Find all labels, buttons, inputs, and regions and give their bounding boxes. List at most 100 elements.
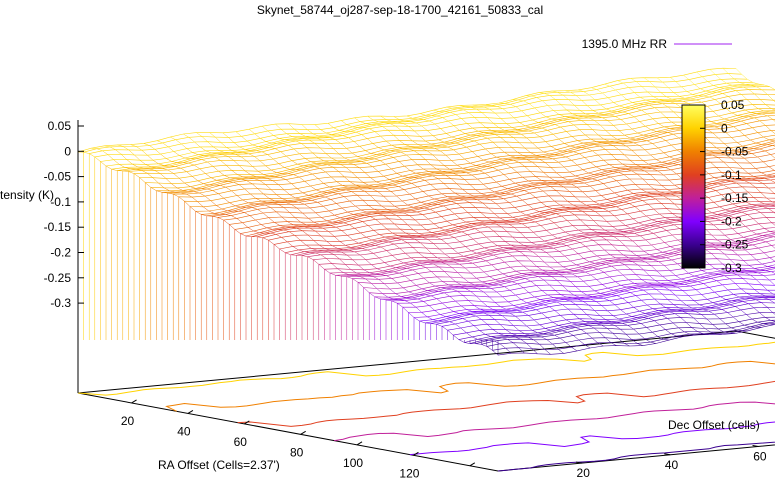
mesh-segment-dec: [768, 323, 775, 325]
mesh-segment-dec: [704, 328, 711, 333]
mesh-segment-dec: [688, 295, 695, 301]
mesh-segment-dec: [563, 166, 570, 173]
mesh-segment-dec: [757, 132, 764, 138]
mesh-segment-dec: [457, 317, 463, 319]
mesh-segment-dec: [647, 113, 653, 119]
mesh-segment-dec: [417, 186, 424, 192]
mesh-line-ra: [83, 73, 742, 153]
mesh-segment-dec: [252, 166, 259, 172]
mesh-segment-dec: [721, 194, 728, 200]
mesh-segment-dec: [772, 293, 775, 295]
mesh-segment-dec: [448, 209, 455, 215]
mesh-segment-dec: [341, 251, 348, 256]
mesh-segment-dec: [619, 105, 625, 108]
mesh-segment-dec: [485, 260, 492, 266]
mesh-segment-dec: [204, 195, 211, 201]
mesh-segment-dec: [130, 168, 137, 170]
mesh-segment-dec: [674, 158, 681, 160]
mesh-segment-dec: [676, 195, 683, 200]
mesh-segment-dec: [493, 213, 500, 219]
mesh-segment-dec: [382, 270, 389, 272]
mesh-segment-dec: [629, 203, 636, 207]
mesh-segment-dec: [691, 327, 698, 332]
mesh-segment-dec: [571, 183, 578, 188]
mesh-segment-dec: [606, 199, 613, 202]
mesh-segment-dec: [559, 204, 566, 208]
mesh-segment-dec: [606, 239, 613, 245]
mesh-segment-dec: [766, 174, 773, 177]
mesh-segment-dec: [505, 348, 512, 354]
mesh-segment-dec: [675, 294, 681, 301]
mesh-segment-dec: [389, 179, 396, 182]
mesh-segment-dec: [715, 190, 722, 195]
mesh-segment-dec: [336, 181, 343, 186]
mesh-segment-dec: [714, 99, 721, 104]
mesh-segment-dec: [541, 180, 548, 183]
mesh-segment-dec: [537, 187, 544, 192]
mesh-segment-dec: [451, 160, 458, 166]
mesh-segment-dec: [492, 220, 498, 223]
mesh-segment-dec: [608, 188, 615, 194]
mesh-segment-dec: [764, 228, 771, 232]
mesh-segment-dec: [233, 181, 240, 185]
mesh-segment-dec: [551, 300, 557, 303]
mesh-segment-dec: [265, 141, 272, 144]
mesh-segment-dec: [405, 232, 412, 236]
mesh-segment-dec: [379, 186, 386, 189]
mesh-segment-dec: [503, 174, 510, 180]
mesh-segment-dec: [654, 86, 661, 93]
mesh-segment-dec: [514, 227, 521, 233]
mesh-segment-dec: [197, 180, 204, 184]
mesh-segment-dec: [626, 259, 633, 262]
mesh-segment-dec: [583, 258, 590, 263]
mesh-segment-dec: [513, 305, 520, 308]
mesh-segment-dec: [287, 241, 293, 247]
mesh-segment-dec: [161, 192, 168, 194]
mesh-segment-dec: [191, 196, 198, 202]
mesh-segment-dec: [613, 125, 620, 131]
z-tick-label: -0.15: [44, 220, 72, 234]
mesh-segment-dec: [498, 284, 505, 287]
mesh-segment-dec: [684, 309, 691, 311]
mesh-segment-dec: [700, 88, 706, 92]
mesh-segment-dec: [581, 266, 588, 268]
mesh-segment-dec: [756, 205, 763, 207]
mesh-segment-dec: [758, 201, 765, 205]
mesh-segment-dec: [607, 287, 614, 291]
mesh-segment-dec: [745, 249, 751, 255]
mesh-segment-dec: [486, 195, 493, 197]
mesh-segment-dec: [732, 178, 739, 180]
mesh-segment-dec: [348, 137, 355, 142]
mesh-segment-dec: [711, 212, 718, 215]
mesh-segment-dec: [511, 309, 518, 311]
mesh-segment-dec: [522, 199, 529, 205]
mesh-segment-dec: [490, 311, 497, 314]
mesh-segment-dec: [508, 248, 515, 250]
mesh-segment-dec: [501, 250, 507, 253]
mesh-segment-dec: [453, 125, 460, 131]
mesh-segment-dec: [506, 231, 513, 238]
mesh-segment-dec: [483, 106, 490, 110]
mesh-segment-dec: [763, 252, 770, 258]
mesh-segment-dec: [473, 325, 480, 331]
mesh-segment-dec: [549, 266, 556, 271]
mesh-segment-dec: [710, 142, 717, 148]
mesh-segment-dec: [235, 205, 241, 208]
mesh-segment-dec: [383, 196, 390, 202]
mesh-segment-dec: [447, 196, 453, 199]
mesh-segment-dec: [676, 220, 682, 222]
mesh-segment-dec: [735, 241, 742, 244]
mesh-segment-dec: [740, 120, 747, 124]
mesh-segment-dec: [343, 196, 350, 202]
mesh-segment-dec: [410, 121, 417, 124]
mesh-segment-dec: [598, 296, 604, 299]
mesh-segment-dec: [490, 199, 497, 204]
mesh-segment-dec: [523, 245, 530, 248]
mesh-segment-dec: [239, 146, 246, 150]
mesh-segment-dec: [668, 87, 674, 93]
mesh-segment-dec: [474, 228, 481, 233]
mesh-segment-dec: [749, 207, 756, 210]
mesh-segment-dec: [339, 258, 346, 265]
mesh-segment-dec: [728, 187, 735, 193]
colorbox-tick-label: -0.05: [721, 145, 749, 159]
